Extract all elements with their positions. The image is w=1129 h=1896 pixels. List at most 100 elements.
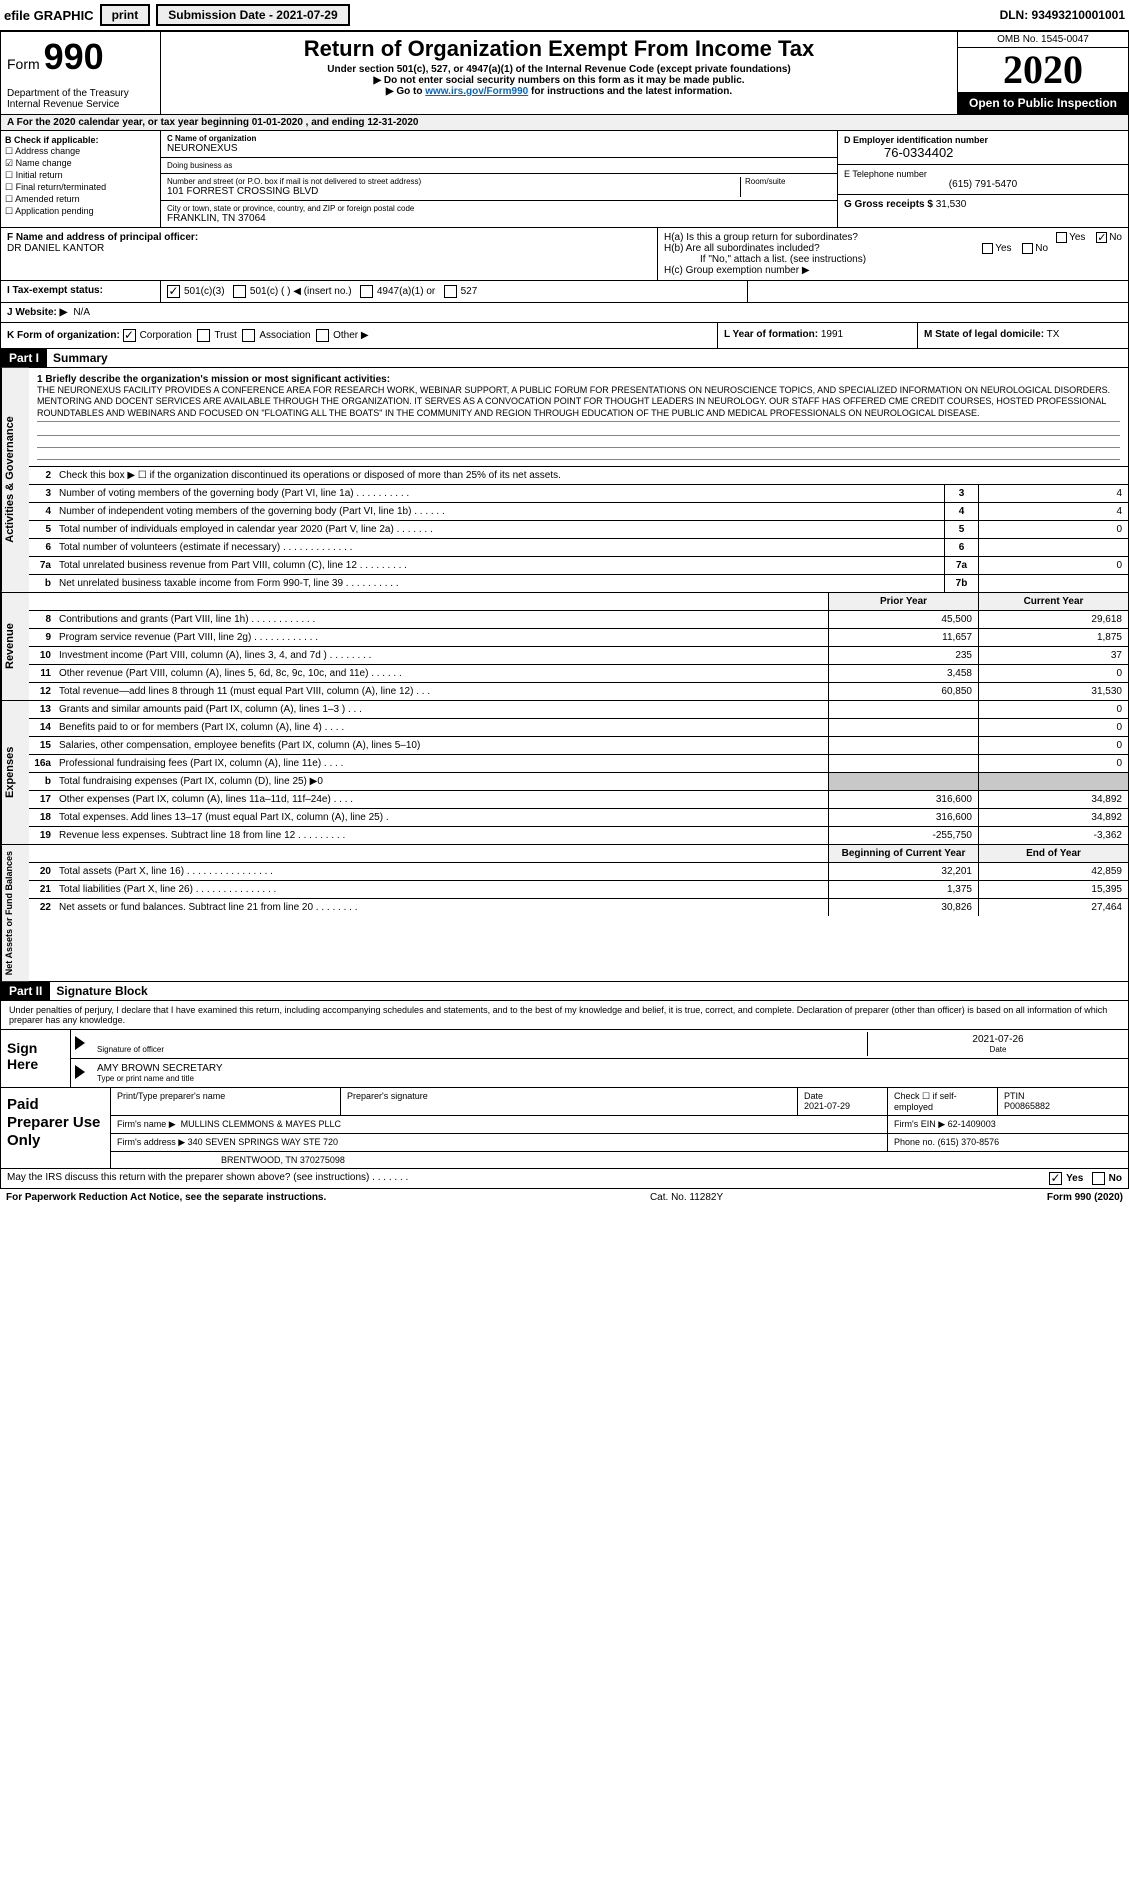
- part2-badge: Part II: [1, 982, 50, 1000]
- state-domicile: TX: [1047, 329, 1060, 340]
- line-desc: Net assets or fund balances. Subtract li…: [55, 899, 828, 916]
- l-lbl: L Year of formation:: [724, 329, 818, 340]
- chk-address-change[interactable]: ☐ Address change: [5, 146, 156, 157]
- form-title: Return of Organization Exempt From Incom…: [169, 36, 949, 62]
- current-value: 0: [978, 665, 1128, 682]
- perjury-statement: Under penalties of perjury, I declare th…: [1, 1001, 1128, 1029]
- line-num: 16a: [29, 755, 55, 772]
- chk-other[interactable]: [316, 329, 329, 342]
- omb-number: OMB No. 1545-0047: [958, 32, 1128, 48]
- chk-application-pending[interactable]: ☐ Application pending: [5, 206, 156, 217]
- c-name-lbl: C Name of organization: [167, 134, 831, 143]
- ha-yes-checkbox[interactable]: [1056, 232, 1067, 243]
- net-assets-section: Net Assets or Fund Balances Beginning of…: [0, 845, 1129, 982]
- firm-phone-lbl: Phone no.: [894, 1137, 935, 1147]
- table-row: 17Other expenses (Part IX, column (A), l…: [29, 791, 1128, 809]
- room-lbl: Room/suite: [745, 177, 831, 186]
- ein-value: 76-0334402: [844, 145, 1122, 160]
- print-button[interactable]: print: [100, 4, 151, 26]
- dba-lbl: Doing business as: [167, 161, 831, 170]
- prior-year-hdr: Prior Year: [828, 593, 978, 610]
- city-lbl: City or town, state or province, country…: [167, 204, 831, 213]
- firm-addr-lbl: Firm's address ▶: [117, 1137, 185, 1147]
- chk-amended[interactable]: ☐ Amended return: [5, 194, 156, 205]
- line-desc: Total number of volunteers (estimate if …: [55, 539, 944, 556]
- submission-date-button[interactable]: Submission Date - 2021-07-29: [156, 4, 349, 26]
- website-row: J Website: ▶ N/A: [0, 303, 1129, 323]
- line-desc: Total expenses. Add lines 13–17 (must eq…: [55, 809, 828, 826]
- line-num: 10: [29, 647, 55, 664]
- line-desc: Check this box ▶ ☐ if the organization d…: [55, 467, 1128, 484]
- current-value: 1,875: [978, 629, 1128, 646]
- line-num: 21: [29, 881, 55, 898]
- chk-corporation[interactable]: ✓: [123, 329, 136, 342]
- prior-value: 60,850: [828, 683, 978, 700]
- hb-no-checkbox[interactable]: [1022, 243, 1033, 254]
- prior-value: [828, 773, 978, 790]
- prior-value: [828, 737, 978, 754]
- line-desc: Total liabilities (Part X, line 26) . . …: [55, 881, 828, 898]
- firm-phone: (615) 370-8576: [938, 1137, 1000, 1147]
- period-row: A For the 2020 calendar year, or tax yea…: [0, 115, 1129, 131]
- current-value: 31,530: [978, 683, 1128, 700]
- table-row: 4Number of independent voting members of…: [29, 503, 1128, 521]
- line-box: 4: [944, 503, 978, 520]
- tax-year: 2020: [958, 48, 1128, 92]
- mission-text: THE NEURONEXUS FACILITY PROVIDES A CONFE…: [37, 385, 1120, 422]
- side-revenue: Revenue: [1, 593, 29, 700]
- form-word: Form: [7, 56, 40, 72]
- line-num: 15: [29, 737, 55, 754]
- chk-527[interactable]: [444, 285, 457, 298]
- header-right: OMB No. 1545-0047 2020 Open to Public In…: [958, 32, 1128, 114]
- blank-line: [37, 424, 1120, 436]
- discuss-no-checkbox[interactable]: [1092, 1172, 1105, 1185]
- line-value: 4: [978, 503, 1128, 520]
- chk-trust[interactable]: [197, 329, 210, 342]
- line-num: 17: [29, 791, 55, 808]
- form-number: 990: [44, 36, 104, 77]
- line-box: 3: [944, 485, 978, 502]
- line-desc: Total revenue—add lines 8 through 11 (mu…: [55, 683, 828, 700]
- discuss-yes-checkbox[interactable]: ✓: [1049, 1172, 1062, 1185]
- arrow-icon: [75, 1036, 85, 1050]
- discuss-row: May the IRS discuss this return with the…: [0, 1169, 1129, 1189]
- chk-501c[interactable]: [233, 285, 246, 298]
- line-box: 7a: [944, 557, 978, 574]
- table-row: 7aTotal unrelated business revenue from …: [29, 557, 1128, 575]
- hb-yes-checkbox[interactable]: [982, 243, 993, 254]
- instructions-link[interactable]: www.irs.gov/Form990: [425, 86, 528, 97]
- current-value: 27,464: [978, 899, 1128, 916]
- chk-association[interactable]: [242, 329, 255, 342]
- chk-501c3[interactable]: ✓: [167, 285, 180, 298]
- chk-4947[interactable]: [360, 285, 373, 298]
- table-row: 8Contributions and grants (Part VIII, li…: [29, 611, 1128, 629]
- top-bar: efile GRAPHIC print Submission Date - 20…: [0, 0, 1129, 31]
- table-row: 9Program service revenue (Part VIII, lin…: [29, 629, 1128, 647]
- officer-name-lbl: Type or print name and title: [97, 1074, 1122, 1083]
- line-num: 4: [29, 503, 55, 520]
- line-desc: Total assets (Part X, line 16) . . . . .…: [55, 863, 828, 880]
- prior-value: 316,600: [828, 809, 978, 826]
- blank-line: [37, 436, 1120, 448]
- line-desc: Contributions and grants (Part VIII, lin…: [55, 611, 828, 628]
- i-lbl: I Tax-exempt status:: [1, 281, 161, 302]
- chk-initial-return[interactable]: ☐ Initial return: [5, 170, 156, 181]
- table-row: bNet unrelated business taxable income f…: [29, 575, 1128, 592]
- current-value: [978, 773, 1128, 790]
- firm-name-lbl: Firm's name ▶: [117, 1119, 176, 1129]
- chk-final-return[interactable]: ☐ Final return/terminated: [5, 182, 156, 193]
- table-row: 11Other revenue (Part VIII, column (A), …: [29, 665, 1128, 683]
- line-num: 13: [29, 701, 55, 718]
- chk-name-change[interactable]: ☑ Name change: [5, 158, 156, 169]
- table-row: 15Salaries, other compensation, employee…: [29, 737, 1128, 755]
- prep-date-lbl: Date: [804, 1091, 881, 1101]
- tax-status-row: I Tax-exempt status: ✓501(c)(3) 501(c) (…: [0, 281, 1129, 303]
- discuss-question: May the IRS discuss this return with the…: [7, 1172, 408, 1185]
- line-desc: Salaries, other compensation, employee b…: [55, 737, 828, 754]
- line-num: 20: [29, 863, 55, 880]
- line-num: 14: [29, 719, 55, 736]
- ha-lbl: H(a) Is this a group return for subordin…: [664, 232, 858, 243]
- mission-lbl: 1 Briefly describe the organization's mi…: [37, 374, 1120, 385]
- ha-no-checkbox[interactable]: ✓: [1096, 232, 1107, 243]
- revenue-section: Revenue Prior Year Current Year 8Contrib…: [0, 593, 1129, 701]
